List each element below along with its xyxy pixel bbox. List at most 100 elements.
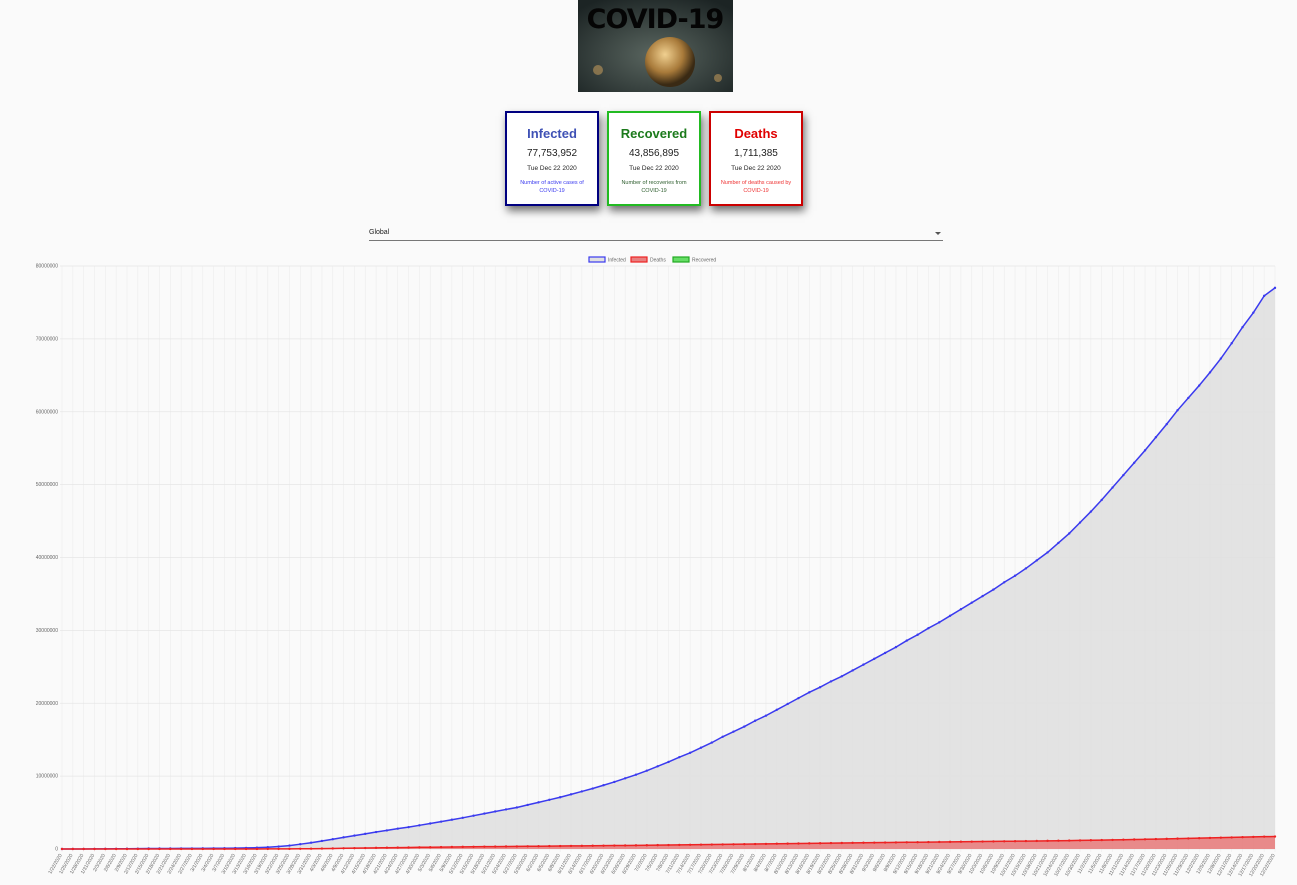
y-tick-label: 60000000 — [36, 409, 58, 415]
data-point — [201, 847, 204, 851]
y-tick-label: 0 — [55, 847, 58, 853]
data-point — [234, 847, 237, 851]
data-point — [840, 841, 843, 845]
data-point — [1273, 286, 1277, 290]
data-point — [1003, 581, 1006, 584]
data-point — [1133, 838, 1136, 841]
data-point — [710, 843, 714, 846]
data-point — [1197, 836, 1201, 840]
data-point — [212, 847, 215, 851]
data-point — [992, 588, 995, 591]
data-point — [981, 840, 984, 843]
data-point — [721, 843, 724, 846]
data-point — [808, 691, 811, 694]
data-point — [678, 843, 681, 847]
data-point — [1143, 449, 1147, 452]
data-point — [461, 845, 464, 849]
data-point — [190, 847, 194, 851]
data-point — [418, 846, 421, 849]
data-point — [1208, 836, 1212, 840]
legend-label: Recovered — [692, 258, 716, 264]
y-tick-label: 30000000 — [36, 628, 58, 634]
data-point — [309, 847, 313, 850]
data-point — [883, 841, 887, 844]
data-point — [1111, 486, 1114, 489]
data-point — [1143, 838, 1147, 841]
data-point — [537, 845, 540, 848]
data-point — [418, 824, 421, 827]
data-point — [255, 847, 259, 851]
data-point — [808, 842, 811, 845]
data-point — [114, 847, 118, 851]
data-point — [266, 846, 269, 849]
data-point — [732, 843, 735, 846]
data-point — [158, 847, 161, 851]
data-point — [992, 840, 995, 843]
y-tick-label: 10000000 — [36, 774, 58, 780]
data-point — [710, 741, 714, 744]
data-point — [764, 714, 768, 717]
data-point — [818, 686, 822, 689]
card-title: Infected — [527, 126, 577, 141]
data-point — [569, 793, 573, 796]
data-point — [374, 846, 378, 850]
data-point — [981, 594, 984, 598]
data-point — [526, 845, 529, 848]
country-select[interactable]: Global — [369, 229, 943, 241]
data-point — [602, 844, 605, 847]
data-point — [786, 702, 789, 706]
data-point — [775, 842, 779, 845]
data-point — [504, 845, 508, 848]
data-point — [602, 784, 605, 787]
data-point — [721, 735, 724, 738]
data-point — [104, 847, 107, 851]
data-point — [1230, 836, 1233, 839]
data-point — [364, 832, 367, 836]
data-point — [667, 843, 670, 847]
data-point — [688, 751, 692, 755]
data-point — [1122, 838, 1125, 841]
data-point — [1013, 839, 1017, 843]
data-point — [873, 841, 876, 844]
series-area — [62, 836, 1275, 849]
data-point — [580, 790, 584, 793]
card-description: Number of recoveries from COVID-19 — [621, 180, 687, 194]
data-point — [309, 841, 313, 844]
data-point — [1046, 839, 1049, 843]
legend-swatch — [588, 256, 606, 263]
data-point — [645, 769, 649, 772]
data-point — [688, 843, 692, 846]
data-point — [71, 847, 75, 851]
data-point — [1241, 835, 1244, 839]
y-tick-label: 20000000 — [36, 701, 58, 707]
data-point — [244, 847, 248, 851]
data-point — [1262, 294, 1266, 298]
data-point — [342, 836, 345, 839]
data-point — [656, 843, 659, 847]
y-tick-label: 50000000 — [36, 482, 58, 488]
data-point — [775, 708, 779, 712]
data-point — [678, 755, 681, 759]
data-point — [743, 842, 746, 846]
data-point — [515, 806, 519, 809]
recovered-card: Recovered 43,856,895 Tue Dec 22 2020 Num… — [607, 111, 701, 206]
data-point — [277, 847, 280, 851]
data-point — [429, 846, 432, 849]
card-description: Number of active cases of COVID-19 — [520, 180, 584, 194]
data-point — [1068, 839, 1071, 842]
data-point — [558, 796, 562, 799]
data-point — [1187, 396, 1190, 400]
data-point — [1100, 838, 1103, 842]
data-point — [591, 844, 594, 847]
data-point — [623, 777, 627, 780]
data-point — [948, 614, 952, 617]
data-point — [526, 803, 529, 807]
data-point — [840, 675, 843, 678]
data-point — [396, 846, 399, 849]
data-point — [1219, 357, 1223, 360]
data-point — [472, 845, 475, 848]
data-point — [1273, 835, 1277, 838]
data-point — [1068, 532, 1071, 535]
data-point — [504, 808, 508, 811]
data-point — [1165, 837, 1168, 841]
